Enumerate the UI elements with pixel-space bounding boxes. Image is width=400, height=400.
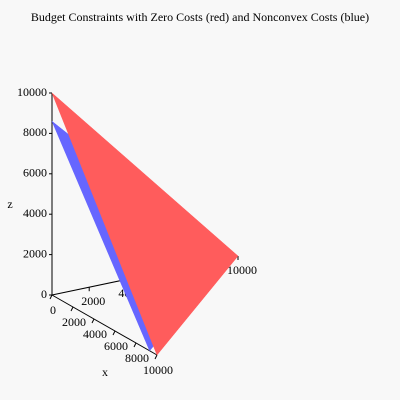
y-tick-label: 2000 (81, 294, 105, 308)
x-tick-label: 2000 (62, 315, 86, 329)
x-tick (70, 306, 74, 312)
z-tick-label: 4000 (23, 206, 47, 220)
x-tick-label: 4000 (83, 327, 107, 341)
z-tick-label: 0 (41, 287, 47, 301)
y-tick-label: 10000 (227, 263, 257, 277)
x-tick (154, 354, 158, 360)
z-axis-label: z (7, 197, 12, 211)
x-tick-label: 10000 (143, 363, 173, 377)
x-tick-label: 6000 (104, 339, 128, 353)
x-tick-label: 0 (50, 303, 56, 317)
chart-title: Budget Constraints with Zero Costs (red)… (31, 10, 369, 24)
x-tick (49, 294, 53, 300)
x-tick (133, 342, 137, 348)
z-tick-label: 2000 (23, 246, 47, 260)
x-axis (51, 294, 158, 356)
x-tick (112, 330, 116, 336)
z-tick-label: 6000 (23, 166, 47, 180)
surface (51, 92, 239, 356)
z-tick-label: 10000 (17, 85, 47, 99)
z-tick-label: 8000 (23, 125, 47, 139)
x-tick-label: 8000 (125, 351, 149, 365)
x-tick (91, 318, 95, 324)
x-axis-label: x (102, 365, 108, 379)
